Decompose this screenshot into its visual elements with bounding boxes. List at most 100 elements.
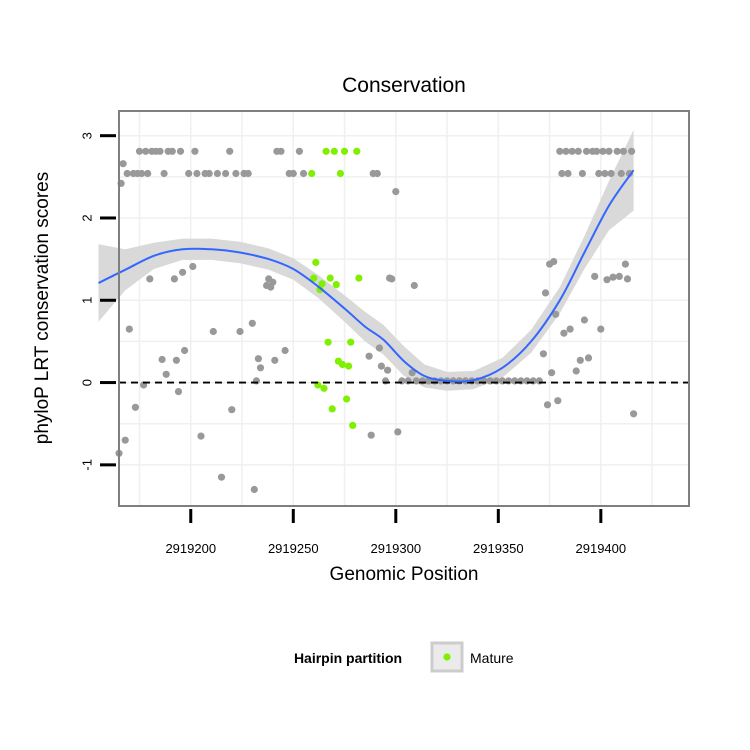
x-axis-title: Genomic Position: [330, 564, 479, 585]
other-point: [560, 329, 568, 337]
other-point: [386, 274, 394, 282]
other-point: [554, 397, 562, 405]
smooth-trend-line: [98, 169, 635, 383]
x-tick-label: 2919200: [165, 541, 216, 556]
other-point: [584, 354, 593, 362]
other-point: [597, 325, 605, 333]
other-point: [172, 356, 180, 364]
other-point: [619, 147, 628, 155]
other-point: [628, 147, 636, 155]
x-axis: 2919400 2919350 2919300 2919250 2919200: [165, 509, 626, 556]
legend: Hairpin partition Mature: [294, 641, 514, 673]
legend-label-mature: Mature: [470, 650, 514, 666]
other-point: [576, 356, 584, 364]
mature-point: [320, 384, 328, 392]
other-point: [410, 281, 418, 290]
mature-point: [340, 147, 349, 155]
other-point: [578, 169, 587, 178]
other-point: [412, 377, 420, 385]
other-point: [408, 369, 416, 377]
other-point: [217, 473, 226, 481]
smooth-confidence-ribbon: [98, 129, 634, 391]
other-point: [164, 147, 172, 155]
mature-point: [334, 357, 342, 365]
other-point: [129, 169, 137, 178]
other-point: [546, 260, 554, 268]
other-point: [197, 432, 205, 440]
x-tick-label: 2919350: [473, 541, 524, 556]
other-point: [599, 147, 607, 155]
other-point: [265, 275, 273, 283]
legend-key-box: [430, 641, 464, 673]
other-point: [277, 147, 285, 155]
other-point: [228, 406, 236, 414]
other-point: [568, 147, 576, 155]
y-tick-label: 2: [80, 214, 95, 221]
mature-point: [336, 169, 344, 178]
other-point: [189, 262, 197, 271]
mature-point: [345, 362, 353, 370]
mature-point: [349, 421, 357, 429]
other-point: [176, 147, 185, 155]
other-point: [367, 431, 375, 439]
other-point: [572, 367, 580, 375]
mature-point: [308, 169, 316, 178]
other-point: [589, 147, 597, 155]
other-point: [271, 356, 279, 364]
other-point: [160, 169, 168, 178]
other-point: [162, 370, 170, 378]
other-point: [240, 169, 248, 178]
mature-point: [328, 405, 336, 413]
y-tick-label: 3: [80, 132, 95, 139]
mature-point: [310, 274, 318, 282]
other-point: [394, 428, 402, 436]
mature-point: [343, 395, 351, 403]
x-tick-label: 2919300: [370, 541, 421, 556]
other-point: [285, 169, 293, 178]
mature-point: [316, 286, 324, 294]
y-tick-label: -1: [80, 459, 95, 471]
mature-point: [312, 258, 320, 266]
legend-title: Hairpin partition: [294, 650, 402, 666]
other-point: [236, 327, 244, 336]
other-point: [613, 147, 621, 155]
series-mature-points: [308, 147, 363, 429]
other-point: [601, 169, 609, 178]
other-point: [226, 147, 234, 155]
y-axis-title: phyloP LRT conservation scores: [32, 172, 53, 445]
other-point: [142, 147, 150, 155]
other-point: [121, 436, 129, 444]
other-point: [591, 272, 599, 280]
other-point: [201, 169, 209, 178]
other-point: [213, 169, 221, 178]
panel-border: [118, 110, 690, 507]
other-point: [580, 316, 589, 324]
other-point: [248, 319, 256, 327]
other-point: [365, 352, 373, 360]
other-point: [222, 169, 230, 178]
other-point: [566, 325, 574, 333]
other-point: [148, 147, 156, 155]
other-point: [174, 388, 183, 396]
other-point: [123, 169, 131, 178]
other-point: [562, 147, 570, 155]
mature-point: [324, 338, 332, 346]
mature-point: [347, 338, 355, 346]
chart-title: Conservation: [342, 74, 466, 97]
other-point: [281, 346, 289, 355]
mature-point: [322, 147, 330, 155]
other-point: [146, 275, 154, 283]
other-point: [582, 147, 591, 155]
other-point: [193, 169, 201, 178]
other-point: [119, 160, 127, 168]
other-point: [605, 147, 613, 155]
mature-point: [355, 274, 363, 282]
other-point: [564, 169, 572, 178]
plot-panel: [98, 110, 690, 507]
other-point: [558, 169, 566, 178]
other-point: [369, 169, 377, 178]
other-point: [295, 147, 303, 155]
other-point: [209, 327, 217, 336]
other-point: [617, 169, 625, 178]
